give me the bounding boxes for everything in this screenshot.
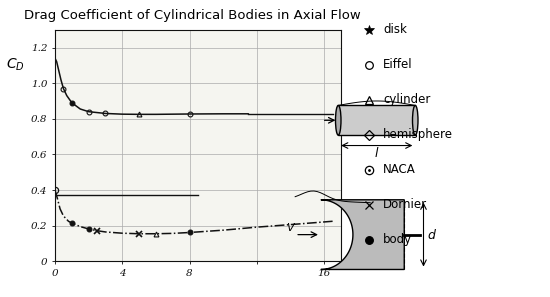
Text: Eiffel: Eiffel	[383, 58, 413, 71]
Text: $l$: $l$	[374, 146, 379, 160]
Polygon shape	[321, 200, 404, 269]
Text: $l/d$: $l/d$	[248, 295, 266, 297]
Text: cylinder: cylinder	[383, 93, 431, 106]
Text: $C_D$: $C_D$	[6, 56, 24, 73]
Text: Dornier: Dornier	[383, 198, 427, 211]
Text: disk: disk	[383, 23, 407, 36]
Ellipse shape	[412, 105, 418, 135]
Text: hemisphere: hemisphere	[383, 128, 453, 141]
Text: $d$: $d$	[427, 228, 437, 242]
Text: Drag Coefficient of Cylindrical Bodies in Axial Flow: Drag Coefficient of Cylindrical Bodies i…	[24, 9, 361, 22]
Text: NACA: NACA	[383, 163, 416, 176]
Text: body: body	[383, 233, 412, 247]
Text: $V$: $V$	[286, 221, 296, 233]
Bar	[338, 105, 415, 135]
Ellipse shape	[336, 105, 341, 135]
